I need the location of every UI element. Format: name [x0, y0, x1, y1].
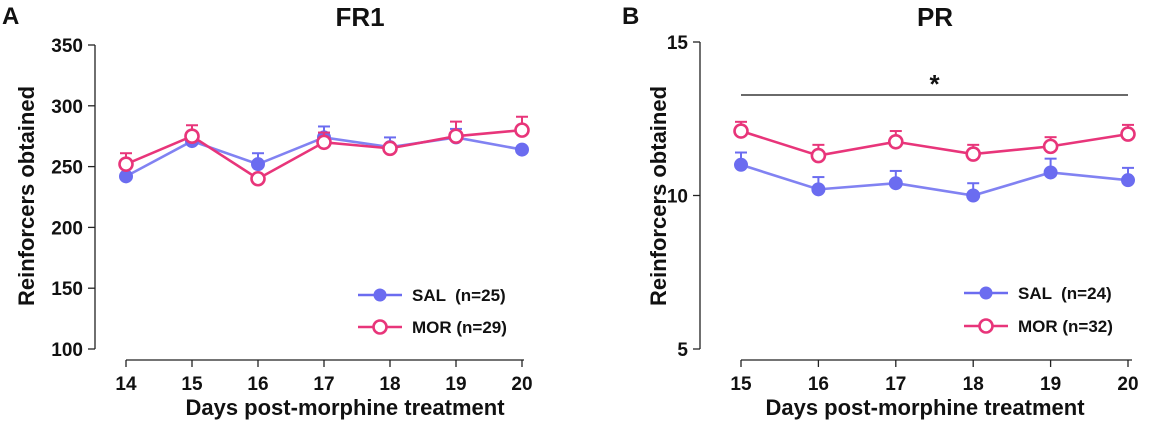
point-a-mor-3 [316, 134, 332, 151]
legend-label-b-mor: MOR (n=32) [1018, 317, 1113, 336]
point-b-sal-0 [734, 157, 748, 172]
panel-a: A FR1 Reinforcers obtained Days post-mor… [2, 2, 533, 420]
y-tick-label-a-2: 200 [51, 218, 83, 239]
point-b-mor-2 [887, 133, 904, 150]
x-tick-label-b-4: 19 [1040, 374, 1061, 395]
x-tick-label-a-1: 15 [181, 374, 203, 395]
y-axis-label-b: Reinforcers obtained [646, 86, 671, 306]
y-tick-label-a-5: 350 [51, 36, 83, 57]
legend-marker-a-mor [372, 319, 388, 335]
ticks-a: 100 150 200 250 300 350 14 15 16 17 18 19 20 [51, 36, 532, 395]
legend-marker-b-sal [979, 286, 993, 300]
x-axis-label-b: Days post-morphine treatment [765, 395, 1085, 420]
chart-title-b: PR [917, 2, 953, 32]
x-tick-label-a-4: 18 [379, 374, 400, 395]
legend-a: SAL (n=25) MOR (n=29) [358, 286, 507, 337]
x-tick-label-a-3: 17 [313, 374, 334, 395]
series-line-b-sal [740, 163, 1129, 197]
point-a-mor-4 [382, 140, 398, 157]
point-b-sal-1 [811, 182, 826, 197]
point-a-mor-2 [250, 170, 266, 187]
marks-b: * [733, 69, 1136, 203]
point-a-mor-6 [514, 122, 530, 138]
panel-letter-b: B [622, 3, 639, 30]
point-b-mor-4 [1042, 138, 1059, 155]
marks-a [118, 115, 530, 187]
x-tick-label-a-0: 14 [115, 374, 137, 395]
ticks-b: 5 10 15 15 16 17 18 19 20 [667, 33, 1139, 395]
significance-label-b: * [929, 69, 940, 99]
panel-letter-a: A [2, 3, 19, 30]
legend-label-b-sal: SAL (n=24) [1018, 284, 1112, 303]
point-a-mor-0 [118, 156, 134, 172]
y-tick-label-b-0: 5 [677, 340, 688, 361]
y-tick-label-a-4: 300 [51, 97, 83, 118]
x-tick-label-a-6: 20 [511, 374, 532, 395]
legend-label-a-sal: SAL (n=25) [412, 286, 506, 305]
point-b-mor-1 [810, 147, 827, 164]
legend-marker-a-sal [373, 288, 387, 302]
panel-b: B PR Reinforcers obtained Days post-morp… [622, 2, 1139, 420]
x-tick-label-b-5: 20 [1117, 374, 1138, 395]
point-b-mor-3 [965, 146, 982, 162]
point-a-sal-2 [251, 157, 265, 172]
y-tick-label-a-3: 250 [51, 158, 83, 179]
legend-marker-b-mor [978, 318, 994, 334]
x-tick-label-b-0: 15 [730, 374, 752, 395]
y-tick-label-a-1: 150 [51, 279, 83, 300]
y-tick-label-a-0: 100 [51, 340, 83, 361]
legend-label-a-mor: MOR (n=29) [412, 318, 507, 337]
y-axis-label-a: Reinforcers obtained [14, 86, 39, 306]
point-b-sal-5 [1121, 173, 1135, 188]
x-tick-label-b-1: 16 [808, 374, 829, 395]
x-tick-label-a-5: 19 [445, 374, 466, 395]
x-tick-label-a-2: 16 [247, 374, 268, 395]
point-a-mor-1 [184, 128, 200, 144]
chart-title-a: FR1 [335, 2, 384, 32]
point-b-sal-3 [966, 188, 981, 203]
y-tick-label-b-1: 10 [667, 187, 688, 208]
point-a-sal-6 [515, 142, 529, 157]
legend-b: SAL (n=24) MOR (n=32) [964, 284, 1113, 336]
point-a-mor-5 [448, 128, 464, 144]
x-axis-label-a: Days post-morphine treatment [185, 395, 505, 420]
x-tick-label-b-2: 17 [885, 374, 906, 395]
point-b-sal-4 [1043, 165, 1058, 180]
x-tick-label-b-3: 18 [963, 374, 984, 395]
point-b-mor-0 [733, 123, 749, 139]
point-b-mor-5 [1120, 126, 1136, 142]
series-line-b-mor [740, 129, 1129, 157]
point-b-sal-2 [888, 176, 903, 191]
y-tick-label-b-2: 15 [667, 33, 689, 54]
